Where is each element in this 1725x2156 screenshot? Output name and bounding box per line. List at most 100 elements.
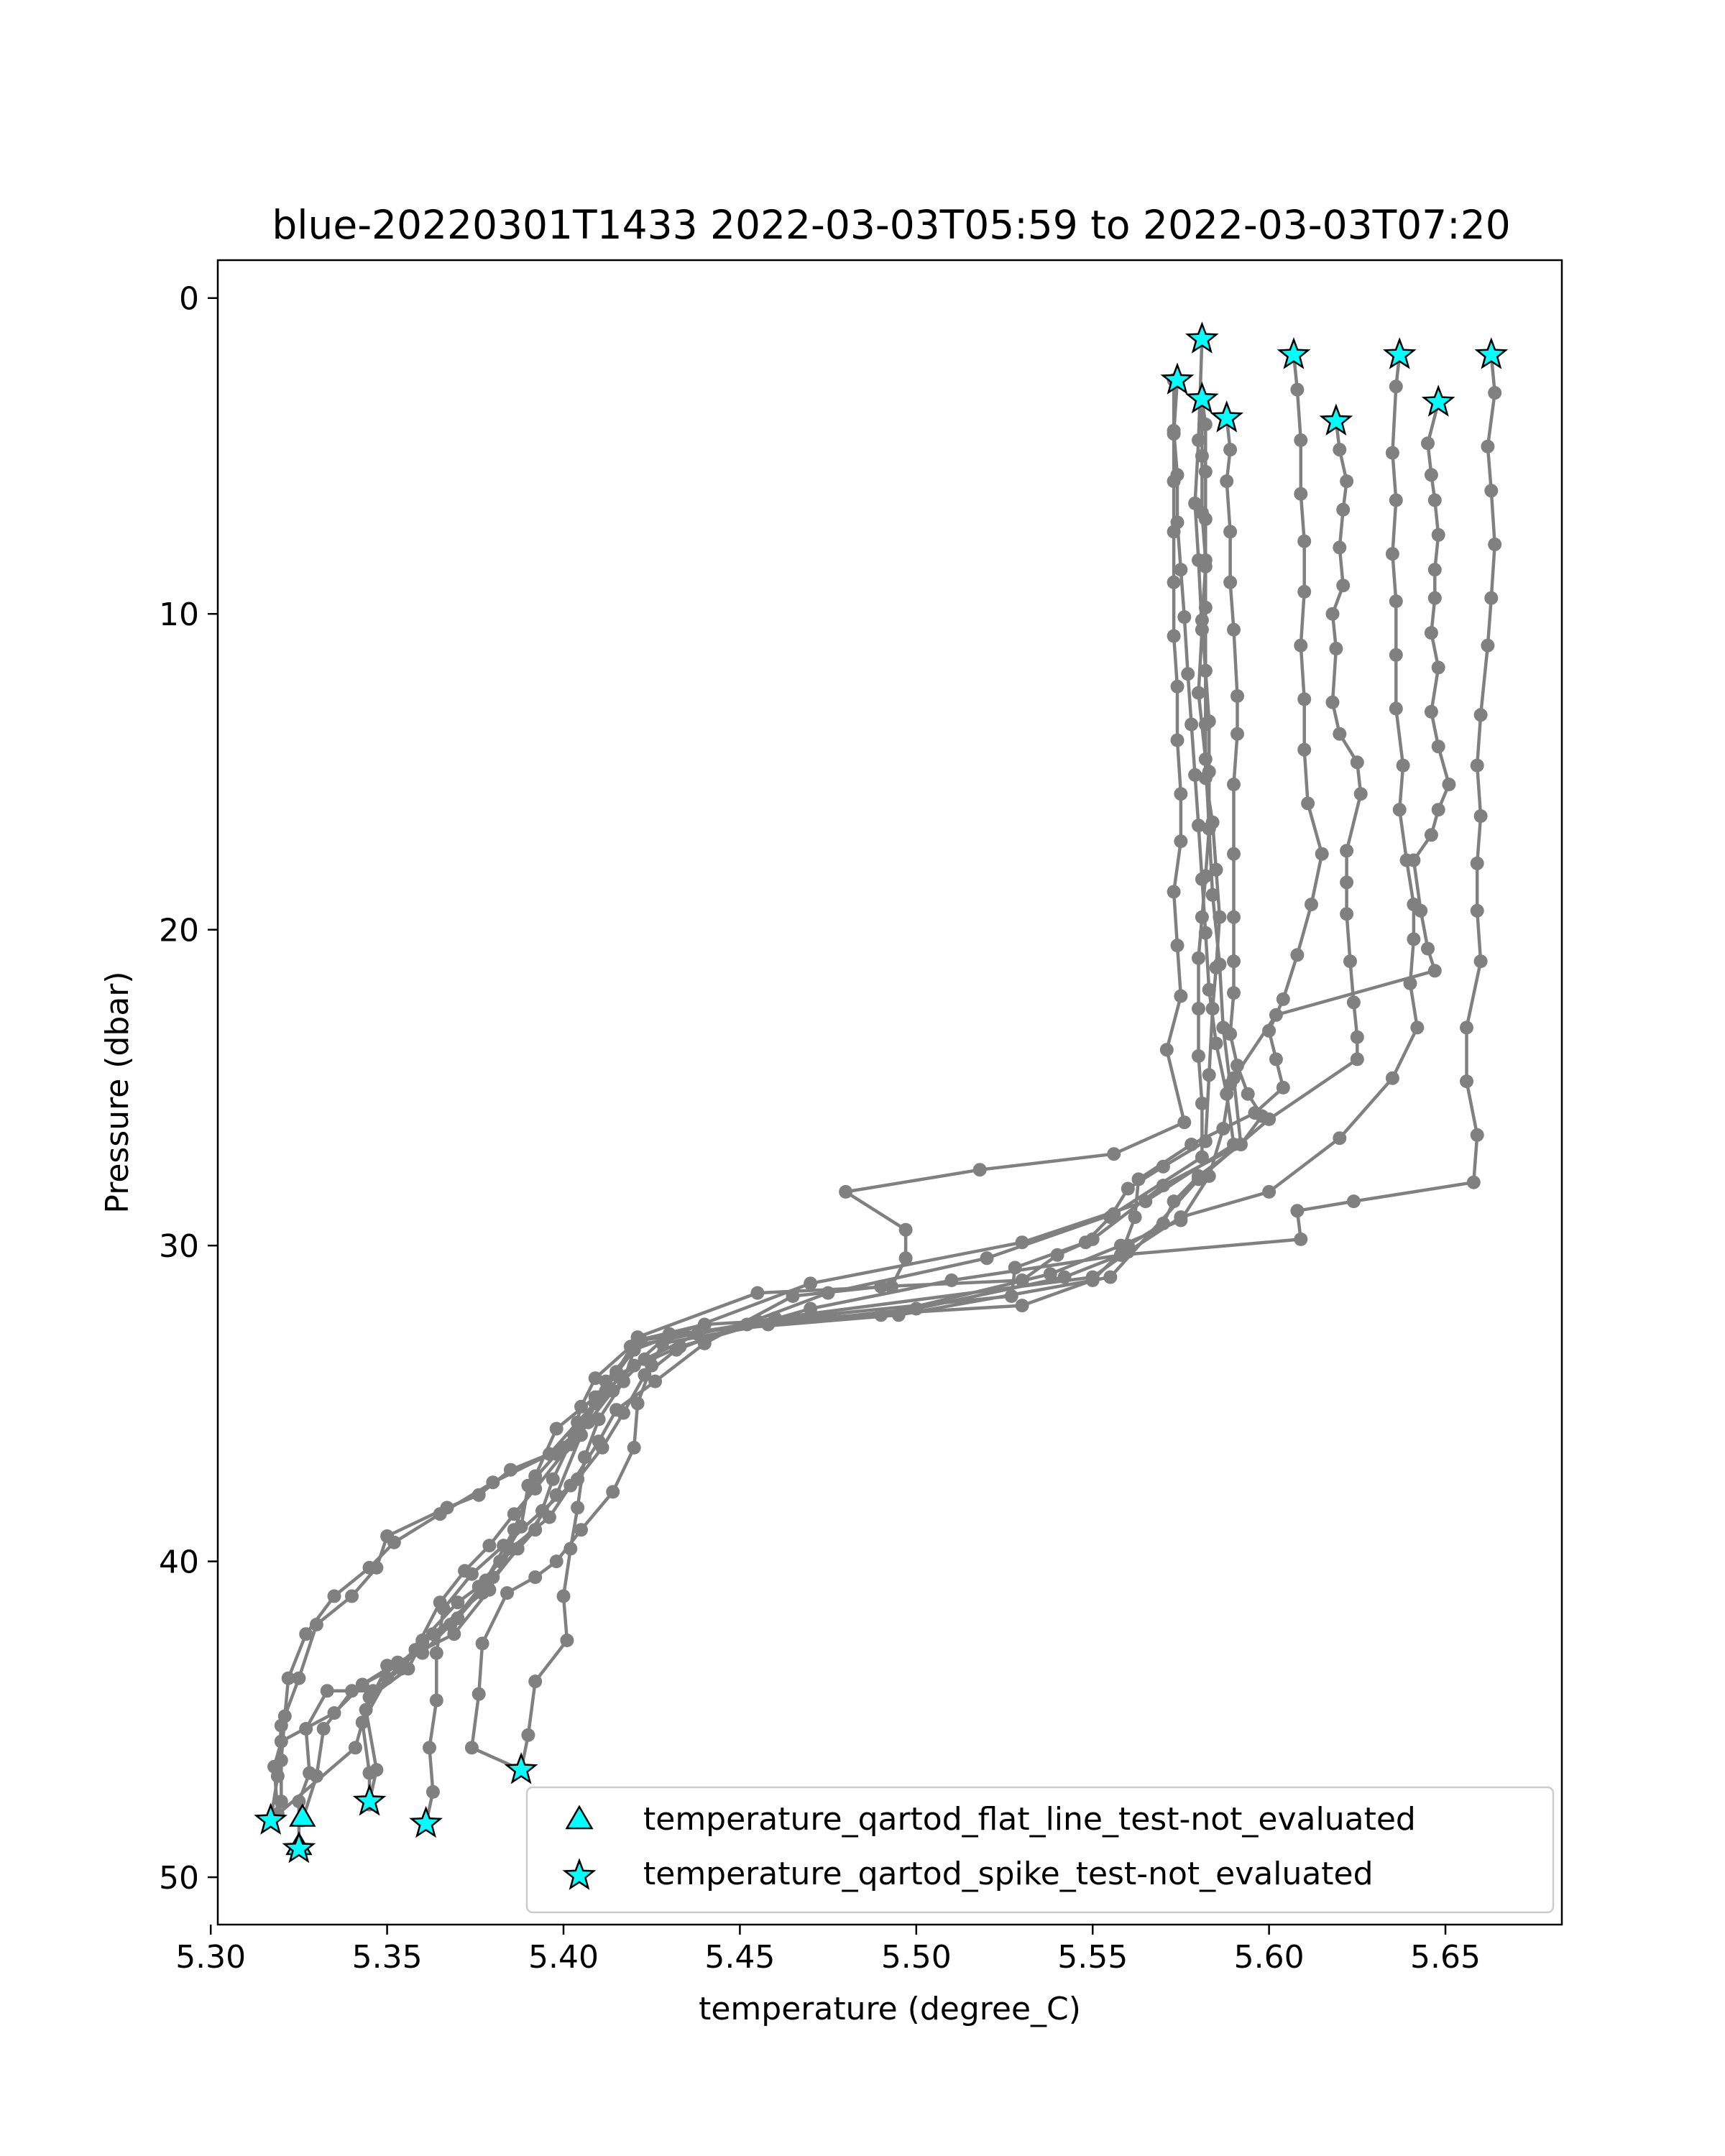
profile-point [1315, 847, 1329, 861]
profile-point [362, 1560, 377, 1575]
profile-point [1297, 584, 1312, 599]
profile-point [429, 1693, 443, 1708]
profile-point [1174, 563, 1188, 577]
profile-point [1241, 1087, 1255, 1101]
spike-marker [352, 1784, 387, 1816]
profile-point [1340, 844, 1354, 858]
profile-point [627, 1342, 641, 1357]
profile-point [1174, 834, 1188, 849]
profile-point [482, 1539, 497, 1553]
profile-point [1407, 932, 1421, 946]
profile-point [1431, 740, 1445, 754]
profile-point [669, 1342, 684, 1357]
profile-point [980, 1251, 994, 1266]
profile-point [592, 1390, 606, 1404]
profile-point [1294, 433, 1308, 447]
x-tick-label: 5.55 [1057, 1939, 1128, 1976]
profile-point [1473, 708, 1488, 722]
profile-point [447, 1627, 461, 1641]
profile-point [1424, 704, 1438, 719]
profile-point [274, 1754, 288, 1767]
spike-marker [1276, 337, 1311, 369]
legend-star-icon [562, 1858, 597, 1890]
profile-point [595, 1440, 610, 1455]
profile-point [1427, 591, 1442, 605]
profile-point [638, 1352, 652, 1366]
x-tick-label: 5.30 [175, 1939, 246, 1976]
profile-point [804, 1276, 818, 1291]
profile-point [616, 1374, 630, 1388]
profile-point [564, 1542, 578, 1556]
profile-point [1424, 626, 1438, 640]
profile-point [1223, 575, 1238, 589]
spike-marker [1185, 381, 1219, 414]
profile-point [1470, 856, 1484, 870]
profile-point [1181, 667, 1195, 681]
profile-point [1167, 1194, 1181, 1209]
profile-point [1223, 1027, 1238, 1041]
profile-point [1192, 819, 1205, 833]
profile-point [1350, 1052, 1364, 1067]
x-tick-label: 5.60 [1234, 1939, 1305, 1976]
profile-point [1431, 660, 1445, 675]
profile-point [1167, 423, 1181, 438]
profile-point [1407, 853, 1421, 867]
profile-point [1333, 540, 1347, 555]
profile-point [1188, 496, 1202, 510]
profile-point [1107, 1207, 1121, 1221]
profile-point [1195, 1096, 1209, 1110]
profile-point [1305, 898, 1318, 911]
profile-point [1170, 468, 1184, 482]
x-axis-ticks: 5.30 5.35 5.40 5.45 5.50 5.55 5.60 5.65 [175, 1925, 1481, 1976]
profile-point [426, 1784, 440, 1799]
profile-point [1346, 995, 1361, 1010]
profile-point [549, 1554, 564, 1569]
legend-triangle-icon [565, 1805, 594, 1830]
profile-point [355, 1677, 369, 1692]
profile-point [1213, 910, 1227, 924]
spike-marker [1474, 337, 1509, 369]
profile-point [606, 1485, 620, 1499]
profile-point [1170, 733, 1184, 747]
profile-point [1220, 474, 1234, 489]
profile-point [1343, 954, 1357, 969]
profile-point [1473, 809, 1488, 823]
legend-label-spike: temperature_qartod_spike_test-not_evalua… [643, 1856, 1374, 1892]
profile-point [1276, 992, 1290, 1006]
profile-point [1350, 1030, 1364, 1044]
profile-point [1421, 436, 1435, 451]
y-tick-label: 0 [179, 281, 199, 318]
x-tick-label: 5.40 [528, 1939, 599, 1976]
profile-point [1174, 1210, 1188, 1225]
profile-point [577, 1450, 592, 1465]
profile-point [574, 1523, 588, 1537]
y-axis-ticks: 0 10 20 30 40 50 [159, 281, 218, 1897]
profile-point [1008, 1261, 1022, 1275]
profile-point [1078, 1235, 1092, 1250]
profile-point [546, 1472, 560, 1486]
spike-marker [1160, 362, 1195, 395]
profile-point [1192, 686, 1205, 700]
profile-point [898, 1222, 913, 1237]
profile-point [401, 1662, 415, 1676]
profile-point [1389, 594, 1403, 609]
profile-point [1333, 1131, 1347, 1146]
profile-point [1121, 1181, 1135, 1196]
profile-point [1174, 787, 1188, 801]
profile-point [1389, 648, 1403, 662]
profile-point [1227, 986, 1241, 1000]
profile-point [1340, 875, 1354, 890]
profile-point [1484, 591, 1499, 605]
profile-point [1198, 559, 1213, 573]
profile-point [1223, 443, 1238, 457]
profile-point [1198, 869, 1213, 883]
profile-point [528, 1482, 543, 1496]
y-tick-label: 50 [159, 1860, 199, 1897]
profile-point [472, 1687, 486, 1701]
profile-point [429, 1646, 443, 1660]
y-tick-label: 30 [159, 1228, 199, 1265]
y-tick-label: 10 [159, 596, 199, 633]
profile-point [1198, 600, 1213, 614]
profile-point [1431, 803, 1445, 817]
profile-point [1269, 1008, 1283, 1022]
